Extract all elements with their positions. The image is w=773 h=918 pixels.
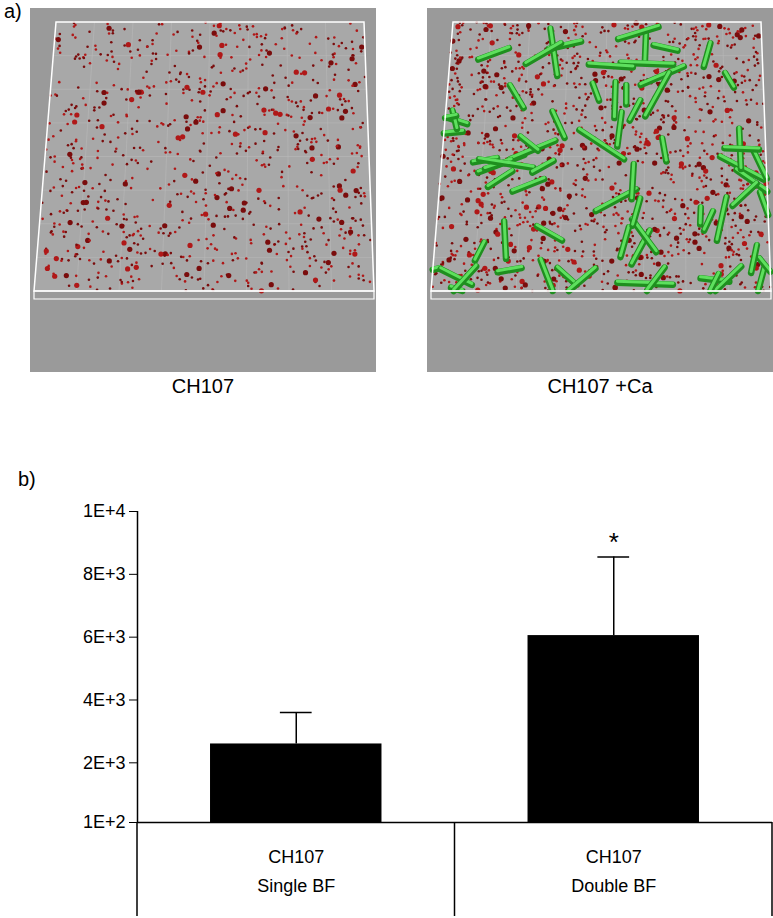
svg-text:a): a) (4, 0, 22, 22)
svg-text:4E+3: 4E+3 (83, 690, 126, 710)
svg-text:CH107Double BF: CH107Double BF (571, 847, 656, 896)
svg-text:1E+2: 1E+2 (83, 812, 126, 832)
svg-text:CH107: CH107 (172, 375, 234, 397)
html-text:b): b) (18, 468, 36, 490)
svg-text:8E+3: 8E+3 (83, 564, 126, 584)
svg-text:*: * (609, 527, 619, 557)
svg-text:1E+4: 1E+4 (83, 501, 126, 521)
svg-text:2E+3: 2E+3 (83, 753, 126, 773)
svg-text:6E+3: 6E+3 (83, 627, 126, 647)
svg-text:CH107 +Ca: CH107 +Ca (547, 375, 653, 397)
svg-text:CH107Single BF: CH107Single BF (257, 847, 335, 896)
